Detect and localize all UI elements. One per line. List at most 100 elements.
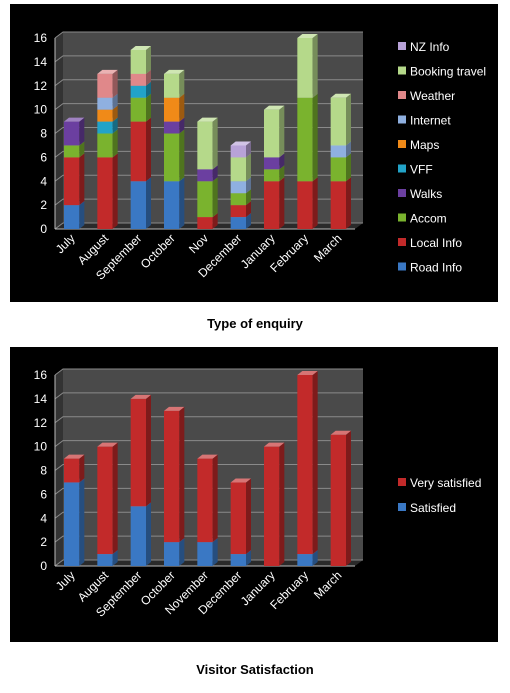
enquiry-gridline (54, 79, 363, 87)
enquiry-bar-local-info-august (97, 153, 118, 229)
enquiry-bar-side (146, 93, 151, 122)
enquiry-bar-booking-travel-december (230, 153, 251, 182)
satisfaction-bar-very-satisfied-october (164, 406, 185, 543)
satisfaction-bar-front (197, 458, 213, 543)
enquiry-gridline (54, 103, 363, 111)
satisfaction-bar-top (64, 454, 85, 459)
satisfaction-bar-front (297, 375, 313, 555)
enquiry-bar-local-info-january (264, 177, 285, 229)
enquiry-legend-label: Weather (410, 89, 455, 103)
enquiry-bar-front (97, 97, 113, 110)
enquiry-bar-side (112, 105, 118, 122)
enquiry-y-tick-label: 8 (40, 127, 47, 141)
enquiry-bar-side (112, 117, 118, 134)
enquiry-bar-front (164, 97, 180, 122)
satisfaction-legend-label: Satisfied (410, 501, 456, 515)
enquiry-bar-side (179, 69, 185, 98)
enquiry-bar-front (164, 181, 180, 229)
enquiry-bar-front (130, 85, 146, 98)
satisfaction-bar-side (212, 538, 218, 566)
enquiry-legend-label: VFF (410, 163, 433, 177)
enquiry-bar-side (179, 177, 185, 229)
enquiry-bar-walks-july (64, 117, 85, 146)
satisfaction-bar-front (130, 506, 146, 566)
enquiry-bar-booking-travel-march (330, 93, 351, 146)
enquiry-bar-local-info-september (130, 117, 151, 182)
enquiry-legend-swatch (398, 213, 406, 222)
enquiry-bar-top (264, 105, 285, 110)
satisfaction-bar-front (97, 446, 113, 555)
enquiry-bar-side (79, 153, 85, 206)
enquiry-bar-side (312, 34, 318, 98)
satisfaction-bar-front (264, 446, 280, 566)
satisfaction-bar-satisfied-july (64, 478, 85, 566)
enquiry-bar-side (312, 177, 318, 229)
enquiry-legend-item-booking-travel: Booking travel (398, 65, 486, 79)
enquiry-bar-front (230, 145, 246, 158)
enquiry-gridline (54, 174, 363, 182)
enquiry-legend-item-weather: Weather (398, 89, 455, 103)
enquiry-bar-side (279, 153, 285, 170)
enquiry-bar-side (312, 93, 318, 182)
satisfaction-bar-front (330, 434, 346, 566)
enquiry-bar-front (130, 121, 146, 182)
enquiry-bar-side (279, 177, 285, 229)
satisfaction-bar-side (312, 371, 318, 555)
enquiry-legend-label: Internet (410, 114, 451, 128)
enquiry-bar-side (346, 141, 351, 158)
enquiry-bar-side (112, 93, 118, 110)
satisfaction-bar-very-satisfied-august (97, 442, 118, 555)
enquiry-legend-label: Booking travel (410, 65, 486, 79)
satisfaction-x-tick-label-march: March (311, 568, 344, 601)
enquiry-bar-front (97, 133, 113, 158)
enquiry-bar-maps-october (164, 93, 185, 122)
enquiry-legend-item-local-info: Local Info (398, 236, 462, 250)
enquiry-y-tick-label: 4 (40, 174, 47, 188)
satisfaction-bar-front (164, 410, 180, 543)
enquiry-gridline (54, 31, 363, 39)
enquiry-bar-front (197, 217, 213, 229)
enquiry-bar-side (246, 213, 251, 229)
satisfaction-legend-label: Very satisfied (410, 476, 481, 490)
enquiry-legend-item-maps: Maps (398, 138, 439, 152)
enquiry-bar-top (197, 117, 218, 122)
satisfaction-bar-top (264, 442, 285, 447)
satisfaction-bar-satisfied-november (197, 538, 218, 566)
satisfaction-y-tick-label: 2 (40, 535, 47, 549)
enquiry-gridline (54, 150, 363, 158)
enquiry-bar-side (79, 201, 85, 229)
satisfaction-bar-side (246, 550, 251, 566)
enquiry-bar-front (264, 169, 280, 182)
enquiry-bar-front (130, 49, 146, 74)
satisfaction-bar-front (130, 398, 146, 507)
enquiry-legend-swatch (398, 164, 406, 173)
enquiry-bar-side (79, 117, 85, 146)
satisfaction-bar-front (64, 458, 80, 483)
enquiry-legend-item-walks: Walks (398, 187, 442, 201)
enquiry-bar-front (64, 145, 80, 158)
enquiry-bar-side (179, 129, 185, 182)
enquiry-bar-accom-march (330, 153, 351, 182)
satisfaction-bar-side (112, 442, 118, 555)
enquiry-bar-booking-travel-january (264, 105, 285, 158)
satisfaction-y-tick-label: 14 (34, 392, 48, 406)
enquiry-bar-front (264, 181, 280, 229)
satisfaction-bar-very-satisfied-december (230, 478, 251, 555)
enquiry-legend-swatch (398, 262, 406, 271)
enquiry-legend-label: Local Info (410, 236, 462, 250)
satisfaction-bar-side (146, 502, 151, 566)
satisfaction-gridline (54, 464, 363, 471)
satisfaction-bar-front (297, 554, 313, 566)
enquiry-bar-accom-august (97, 129, 118, 158)
satisfaction-bar-side (246, 478, 251, 555)
satisfaction-bar-front (64, 482, 80, 566)
enquiry-bar-front (97, 157, 113, 229)
enquiry-bar-side (146, 117, 151, 182)
enquiry-bar-front (97, 121, 113, 134)
enquiry-bar-top (330, 93, 351, 98)
enquiry-bar-road-info-july (64, 201, 85, 229)
satisfaction-bar-satisfied-september (130, 502, 151, 566)
enquiry-bar-top (297, 34, 318, 38)
satisfaction-bar-side (146, 394, 151, 507)
